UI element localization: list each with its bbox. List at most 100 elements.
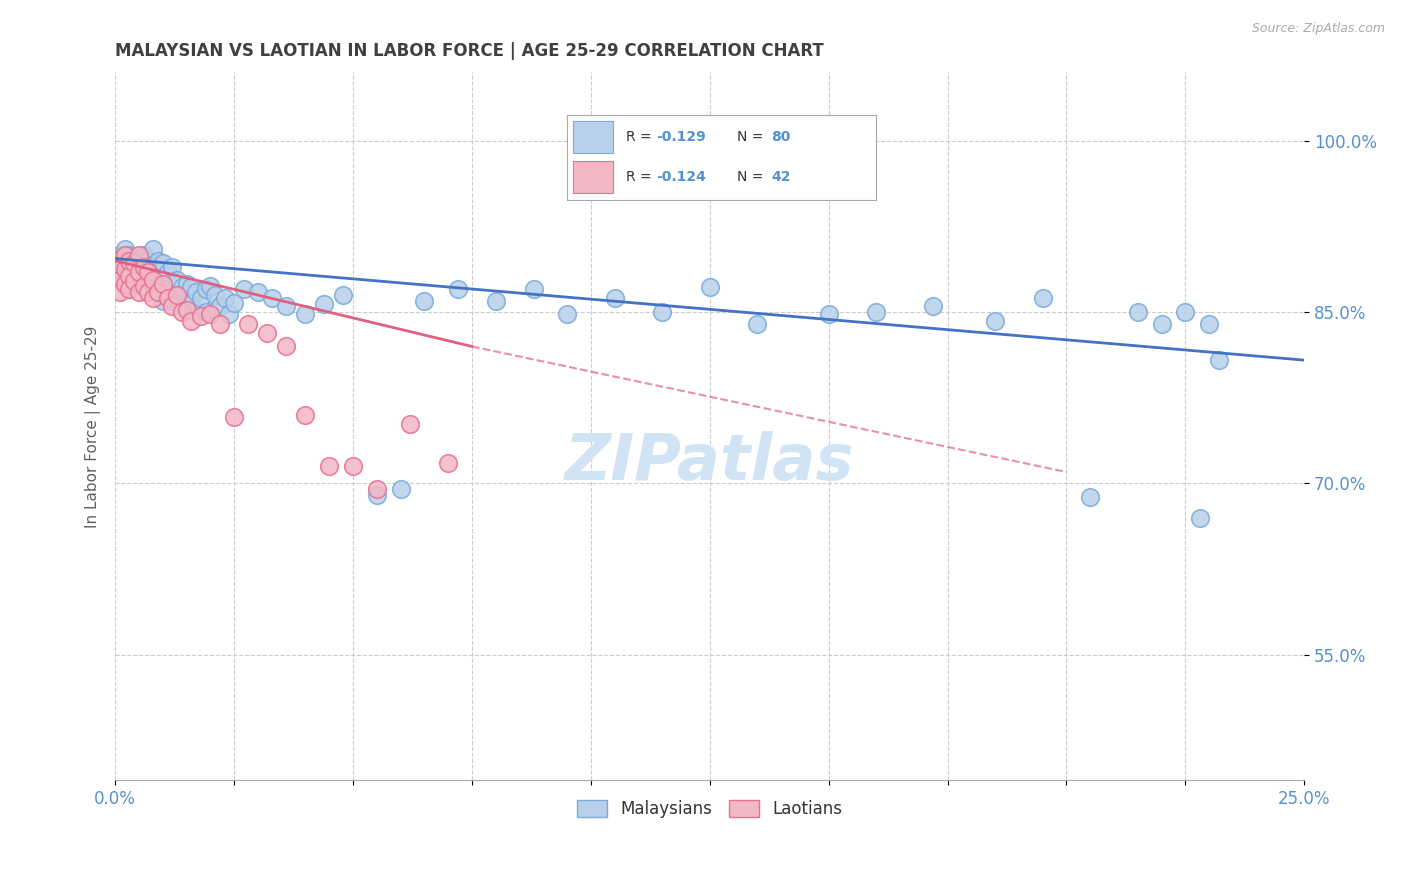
Point (146, 285, 169, 299)
Point (152, 256, 174, 270)
Point (318, 459, 340, 474)
Point (238, 317, 260, 331)
Point (128, 248, 150, 262)
Point (276, 339, 298, 353)
Point (1188, 510, 1211, 524)
Point (114, 248, 136, 262)
Point (142, 243, 165, 257)
Point (114, 277, 136, 291)
Point (128, 285, 150, 299)
Point (170, 280, 193, 294)
Point (446, 282, 468, 296)
Point (138, 265, 160, 279)
Point (122, 253, 145, 268)
Point (118, 268, 141, 283)
Point (146, 282, 169, 296)
Point (166, 292, 188, 306)
Point (208, 300, 231, 314)
Point (118, 282, 141, 296)
Point (184, 285, 207, 299)
Point (152, 293, 174, 308)
Point (342, 459, 364, 474)
Point (180, 280, 202, 294)
Point (190, 292, 212, 306)
Point (218, 308, 240, 322)
Point (294, 408, 316, 422)
Point (747, 317, 769, 331)
Point (142, 277, 165, 291)
Point (332, 288, 354, 302)
Point (246, 285, 269, 299)
Point (222, 296, 245, 310)
Point (176, 300, 198, 314)
Point (138, 253, 160, 268)
Point (128, 277, 150, 291)
Point (200, 279, 222, 293)
Point (1126, 305, 1149, 319)
Point (132, 260, 155, 274)
Text: ZIPatlas: ZIPatlas (565, 431, 855, 492)
Point (156, 292, 179, 306)
Y-axis label: In Labor Force | Age 25-29: In Labor Force | Age 25-29 (86, 326, 101, 527)
Point (922, 300, 945, 314)
Point (114, 243, 136, 257)
Point (162, 293, 184, 308)
Point (437, 456, 460, 470)
Point (366, 488, 388, 502)
Point (190, 309, 212, 323)
Point (1208, 353, 1230, 368)
Point (194, 305, 217, 319)
Point (166, 273, 188, 287)
Point (108, 252, 131, 266)
Point (132, 261, 155, 276)
Point (256, 326, 278, 340)
Point (156, 285, 179, 299)
Point (132, 248, 155, 262)
Point (389, 482, 412, 496)
Point (118, 268, 141, 283)
Point (108, 256, 131, 270)
Point (222, 410, 245, 425)
Point (262, 292, 284, 306)
Point (114, 253, 136, 268)
Point (314, 297, 336, 311)
Point (1150, 317, 1173, 331)
Point (180, 296, 202, 310)
Point (194, 282, 217, 296)
Point (555, 308, 578, 322)
Point (162, 300, 184, 314)
Point (114, 261, 136, 276)
Point (214, 292, 236, 306)
Point (152, 277, 174, 291)
Point (399, 417, 422, 431)
Point (523, 282, 546, 296)
Point (1174, 305, 1197, 319)
Point (142, 292, 165, 306)
Point (176, 302, 198, 317)
Point (138, 273, 160, 287)
Point (108, 248, 131, 262)
Point (162, 260, 184, 274)
Point (413, 293, 436, 308)
Point (204, 288, 226, 302)
Point (108, 261, 131, 276)
Point (984, 314, 1007, 328)
Point (146, 253, 169, 268)
Point (208, 317, 231, 331)
Point (118, 282, 141, 296)
Point (128, 252, 150, 266)
Point (1078, 490, 1101, 504)
Point (651, 305, 673, 319)
Point (118, 248, 141, 262)
Point (294, 308, 316, 322)
Point (176, 277, 198, 291)
Point (108, 271, 131, 285)
Point (1198, 317, 1220, 331)
Point (366, 482, 388, 496)
Point (180, 314, 202, 328)
Point (108, 285, 131, 299)
Point (128, 265, 150, 279)
Point (865, 305, 887, 319)
Point (128, 263, 150, 277)
Point (817, 308, 839, 322)
